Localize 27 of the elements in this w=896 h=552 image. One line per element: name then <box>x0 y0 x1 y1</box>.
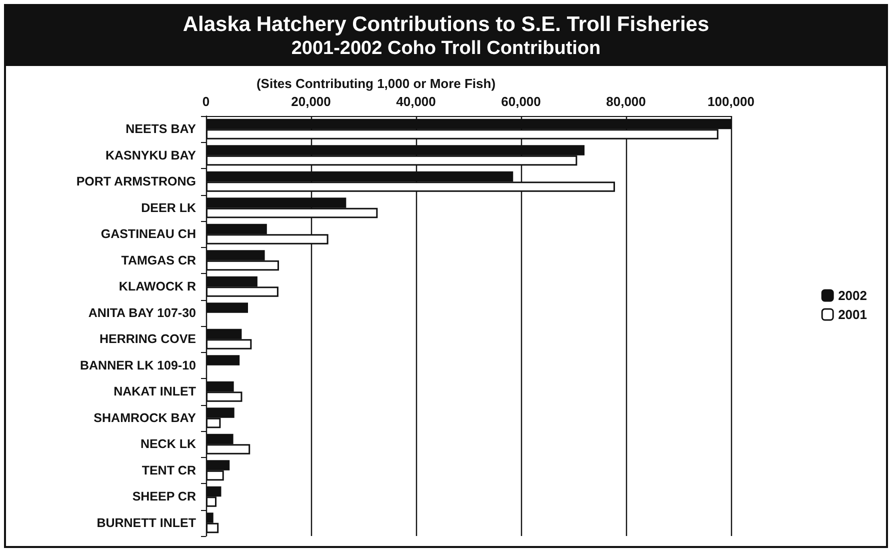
x-tick-label: 80,000 <box>606 94 646 109</box>
x-tick-label: 40,000 <box>396 94 436 109</box>
legend-label: 2002 <box>838 288 867 303</box>
y-tick-label: KLAWOCK R <box>118 280 196 294</box>
x-tick-label: 20,000 <box>291 94 331 109</box>
text: (Sites Contributing 1,000 or More Fish) <box>256 76 496 91</box>
y-tick-label: BURNETT INLET <box>96 516 196 530</box>
chart-subtitle: 2001-2002 Coho Troll Contribution <box>290 37 602 60</box>
y-tick-label: NAKAT INLET <box>114 384 196 399</box>
y-tick-label: NECK LK <box>140 437 196 452</box>
y-tick-label: TENT CR <box>142 463 196 478</box>
y-tick-label: KASNYKU BAY <box>105 148 197 162</box>
y-tick-label: TAMGAS CR <box>121 253 196 268</box>
y-tick-label: GASTINEAU CH <box>100 227 196 242</box>
x-tick-label: 60,000 <box>501 94 541 109</box>
x-tick-label: 0 <box>202 94 210 109</box>
y-tick-label: NEETS BAY <box>126 122 197 136</box>
y-tick-label: BANNER LK 109-10 <box>80 358 196 372</box>
y-tick-label: ANITA BAY 107-30 <box>88 306 196 320</box>
y-tick-label: PORT ARMSTRONG <box>76 174 196 189</box>
legend-label: 2001 <box>838 307 867 322</box>
y-tick-label: DEER LK <box>141 200 196 215</box>
chart-title: Alaska Hatchery Contributions to S.E. Troll Fisheries <box>182 12 710 37</box>
y-tick-label: SHAMROCK BAY <box>94 410 197 425</box>
y-tick-label: HERRING COVE <box>99 332 196 346</box>
x-tick-label: 100,000 <box>708 94 754 109</box>
y-tick-label: SHEEP CR <box>132 490 196 504</box>
